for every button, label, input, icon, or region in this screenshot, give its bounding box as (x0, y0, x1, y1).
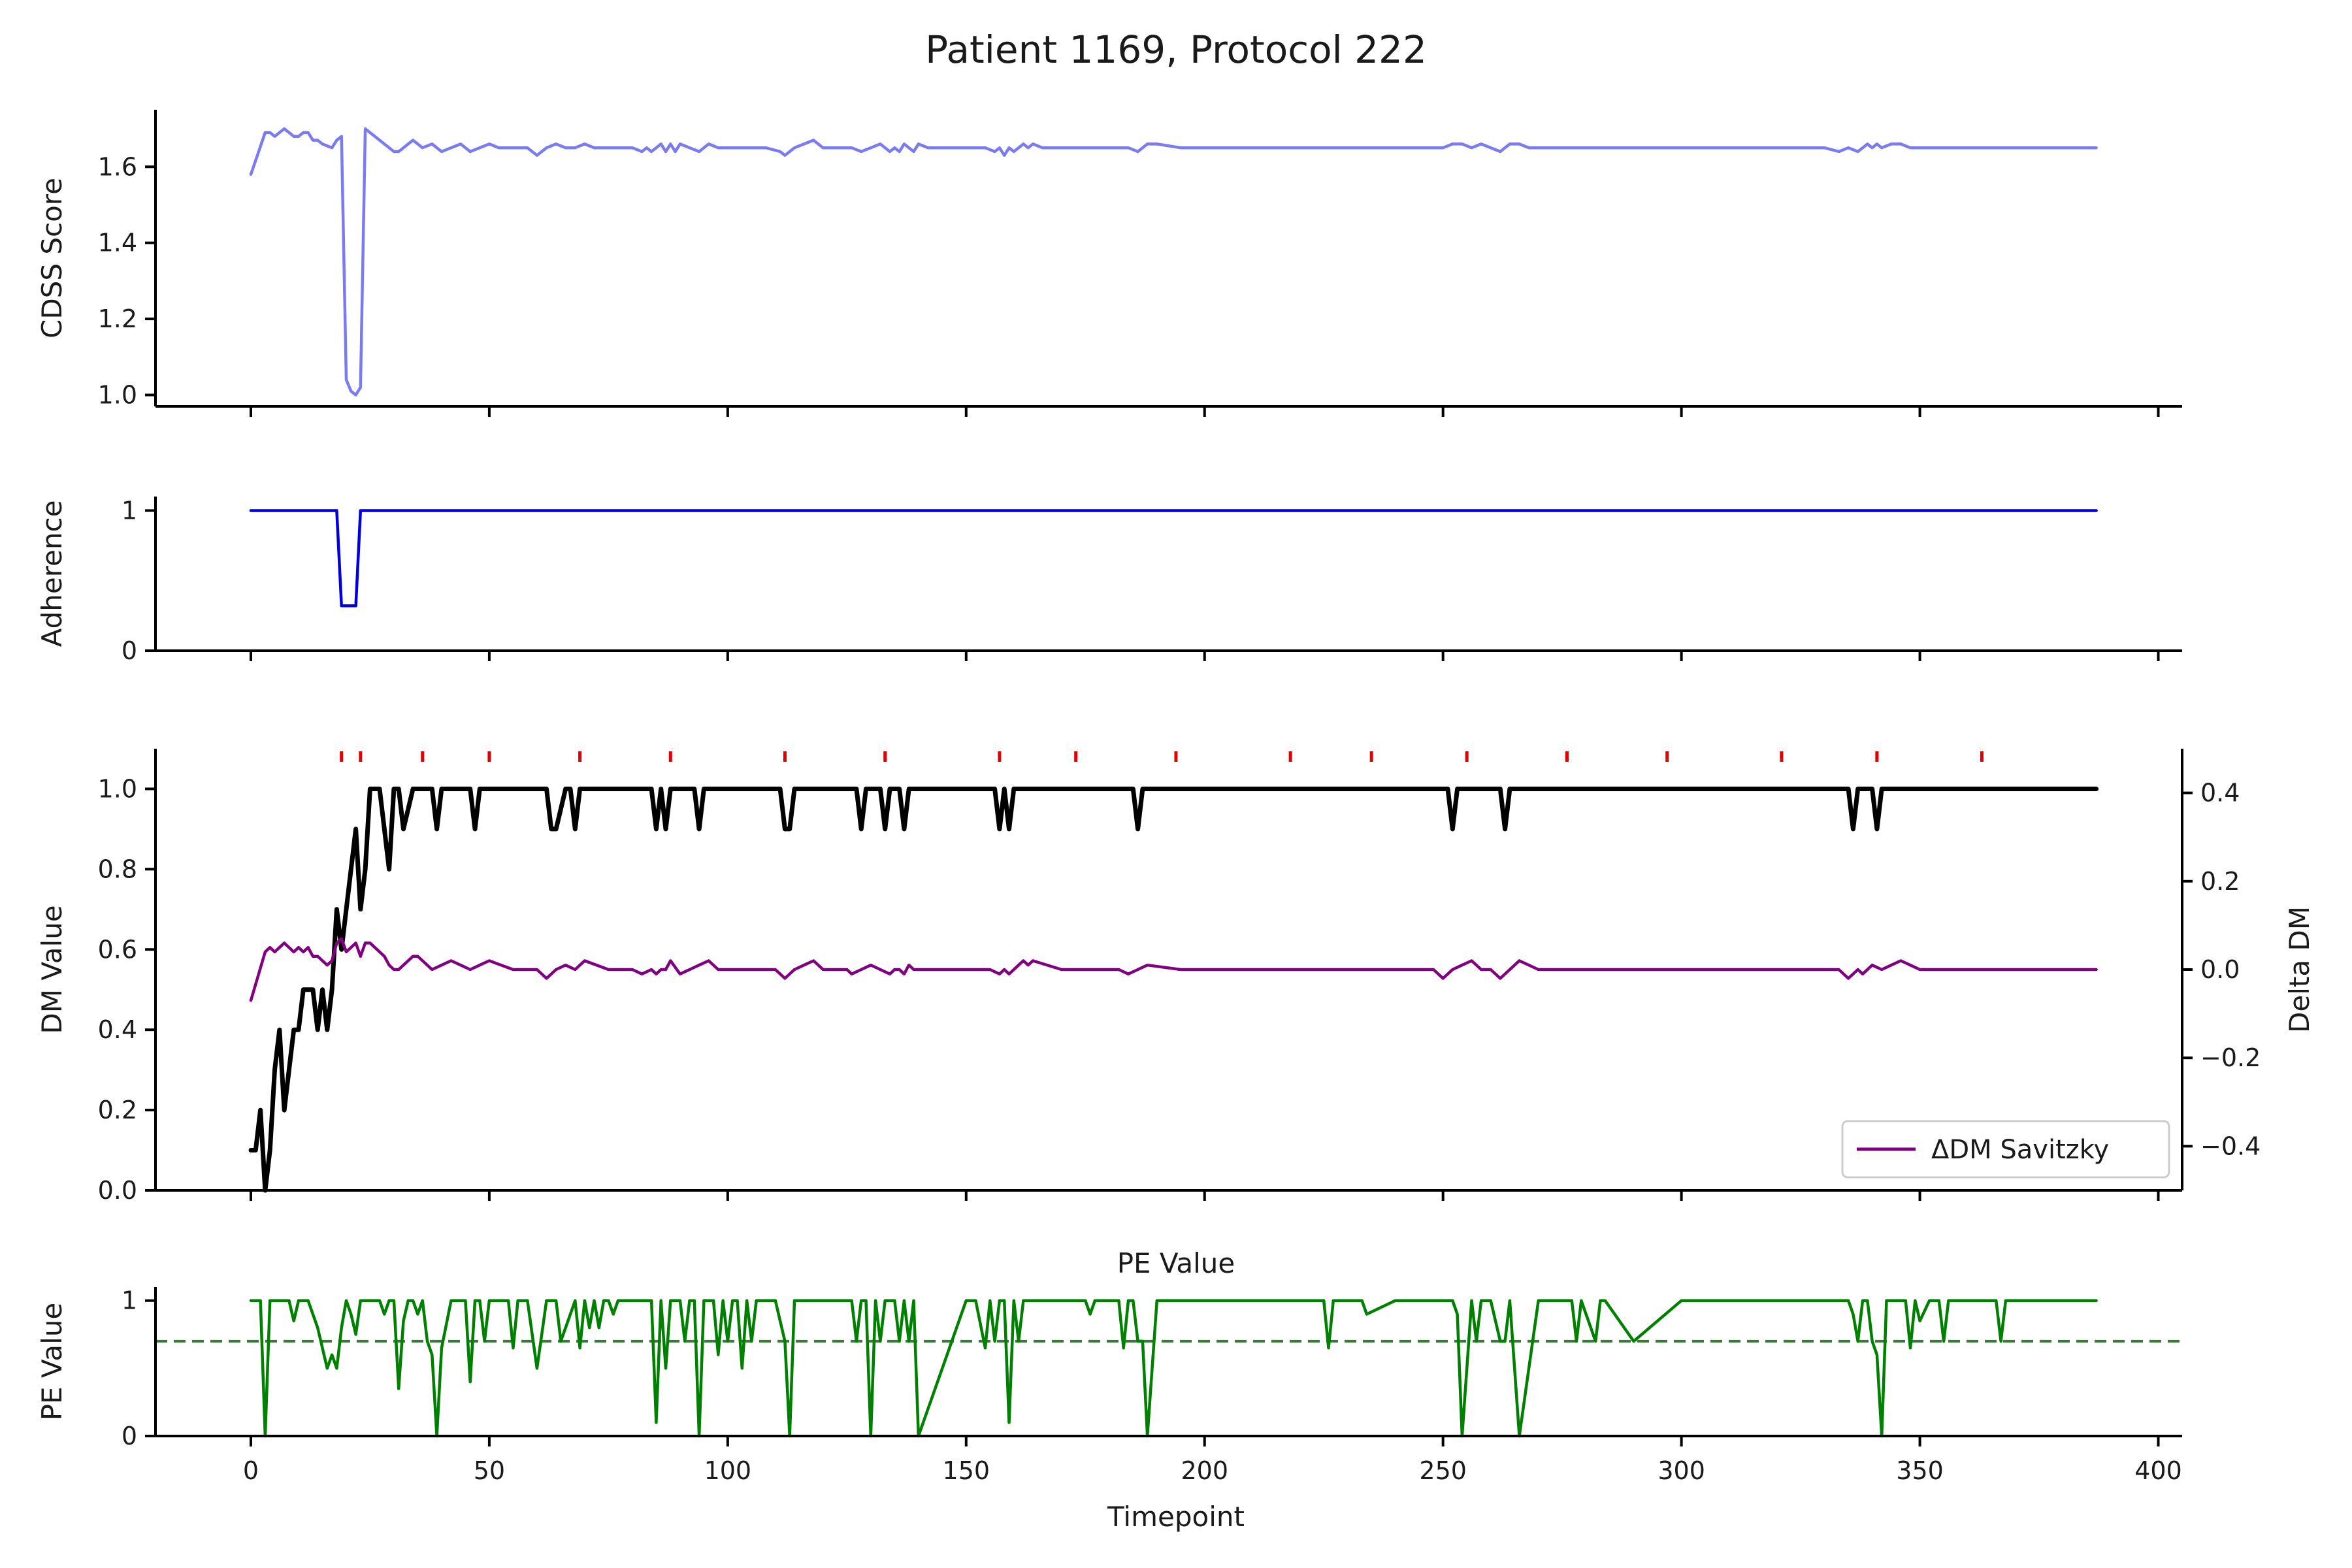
pe-panel-subtitle: PE Value (1117, 1247, 1235, 1279)
adherence-y-axis-label: Adherence (36, 500, 68, 647)
x-tick-label: 150 (943, 1456, 990, 1485)
adherence-panel: 0 1 Adherence (36, 496, 2182, 665)
dm-right-y-tick-label: 0.0 (2200, 955, 2240, 984)
dm-y-tick-label: 0.4 (98, 1015, 137, 1044)
cdss-series-line-0 (249, 127, 2098, 397)
cdss-y-tick-label: 1.2 (98, 304, 137, 333)
adherence-y-tick-label: 0 (122, 636, 137, 665)
cdss-y-axis-label: CDSS Score (36, 178, 68, 338)
cdss-y-tick-label: 1.6 (98, 152, 137, 181)
dm-y-tick-label: 1.0 (98, 774, 137, 803)
x-tick-label: 400 (2134, 1456, 2182, 1485)
x-tick-label: 250 (1419, 1456, 1467, 1485)
cdss-panel: 1.0 1.2 1.4 1.6 CDSS Score (36, 110, 2182, 417)
x-tick-label: 200 (1181, 1456, 1228, 1485)
dm-y-tick-label: 0.0 (98, 1176, 137, 1205)
pe-y-axis-label: PE Value (36, 1303, 68, 1421)
dm-series-line-1 (249, 937, 2098, 1002)
chart-title: Patient 1169, Protocol 222 (925, 27, 1427, 72)
cdss-y-tick-label: 1.0 (98, 381, 137, 410)
x-tick-label: 50 (474, 1456, 505, 1485)
cdss-y-tick-label: 1.4 (98, 229, 137, 257)
dm-panel: 0.0 0.2 0.4 0.6 0.8 1.0 −0.4 −0.2 0.0 0.2 0.4 Delta… (36, 749, 2315, 1205)
dm-y-axis-label: DM Value (36, 905, 68, 1034)
pe-y-tick-label: 1 (122, 1286, 137, 1315)
dm-y-tick-label: 0.6 (98, 935, 137, 964)
x-tick-label: 0 (243, 1456, 259, 1485)
dm-y-tick-label: 0.8 (98, 855, 137, 883)
pe-panel: 0 1 0 50 100 150 200 250 300 350 400 PE Value (36, 1286, 2182, 1485)
dm-right-y-axis-label: Delta DM (2283, 906, 2315, 1033)
x-axis-label: Timepoint (1107, 1501, 1245, 1533)
x-tick-label: 300 (1658, 1456, 1705, 1485)
adherence-y-tick-label: 1 (122, 496, 137, 525)
pe-series-line-0 (249, 1299, 2098, 1438)
dm-right-y-tick-label: −0.2 (2200, 1043, 2261, 1072)
x-tick-label: 350 (1896, 1456, 1944, 1485)
dm-right-y-tick-label: 0.4 (2200, 779, 2240, 808)
x-tick-label: 100 (704, 1456, 752, 1485)
dm-right-y-tick-label: −0.4 (2200, 1132, 2261, 1160)
dm-series-line-0 (248, 787, 2099, 1193)
adherence-series-line-0 (249, 509, 2098, 608)
legend-box (1841, 1120, 2170, 1179)
legend-label: ΔDM Savitzky (1931, 1135, 2109, 1165)
dm-right-y-tick-label: 0.2 (2200, 867, 2240, 896)
dm-legend: ΔDM Savitzky (1841, 1120, 2170, 1179)
pe-y-tick-label: 0 (122, 1422, 137, 1450)
dm-y-tick-label: 0.2 (98, 1096, 137, 1124)
